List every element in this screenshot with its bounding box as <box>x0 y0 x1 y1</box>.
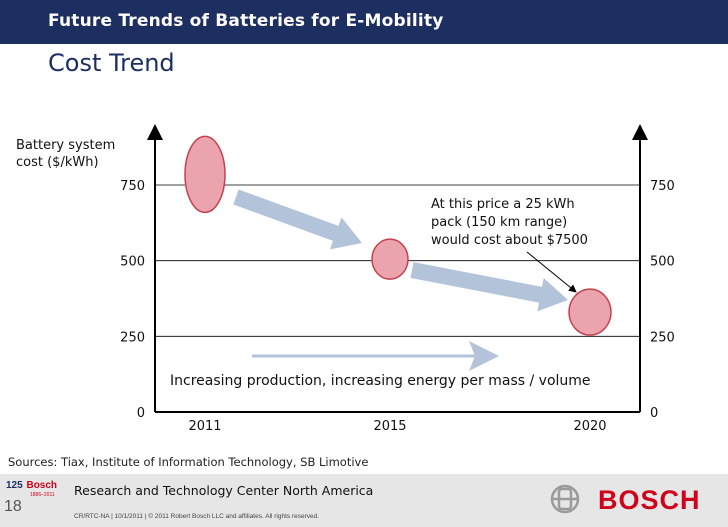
logo-number: 125 <box>6 480 23 491</box>
page-number: 18 <box>4 498 22 515</box>
y-tick-left-500: 500 <box>120 255 145 270</box>
y-tick-right-750: 750 <box>650 179 675 194</box>
bosch-logo: BOSCH <box>598 485 701 515</box>
bosch-armature-icon <box>550 484 580 514</box>
trend-arrow-2011-2015 <box>233 189 362 250</box>
sources-note: Sources: Tiax, Institute of Information … <box>8 455 369 469</box>
y-tick-left-250: 250 <box>120 330 145 345</box>
logo-years: 1886–2011 <box>30 492 55 498</box>
logo-brand: Bosch <box>26 480 58 491</box>
footer: 125 Bosch 1886–2011 18 Research and Tech… <box>0 474 728 527</box>
x-tick-2011: 2011 <box>188 419 221 434</box>
trend-arrow-2015-2020 <box>410 262 568 312</box>
data-point-2011 <box>184 135 226 214</box>
annotation-pointer <box>526 251 577 293</box>
trend-label: Increasing production, increasing energy… <box>170 373 591 389</box>
y-axis-label-line1: Battery system <box>16 138 115 153</box>
annotation-line3: would cost about $7500 <box>431 233 588 248</box>
annotation-line1: At this price a 25 kWh <box>431 197 575 212</box>
x-tick-labels: 2011 2015 2020 <box>188 419 606 434</box>
y-tick-labels-right: 0 250 500 750 <box>650 179 675 421</box>
department-name: Research and Technology Center North Ame… <box>74 483 374 498</box>
trend-arrows <box>233 189 568 312</box>
copyright-note: CR/RTC-NA | 10/1/2011 | © 2011 Robert Bo… <box>74 513 320 520</box>
y-tick-right-0: 0 <box>650 406 658 421</box>
y-tick-right-250: 250 <box>650 330 675 345</box>
y-tick-labels-left: 0 250 500 750 <box>120 179 145 421</box>
x-tick-2020: 2020 <box>573 419 606 434</box>
y-tick-left-0: 0 <box>137 406 145 421</box>
header-bar: Future Trends of Batteries for E-Mobilit… <box>0 0 728 44</box>
data-point-2015 <box>371 238 409 280</box>
anniversary-logo: 125 Bosch 1886–2011 <box>6 480 58 498</box>
annotation-line2: pack (150 km range) <box>431 215 567 230</box>
x-tick-2015: 2015 <box>373 419 406 434</box>
slide-title: Cost Trend <box>48 49 175 77</box>
data-point-2020 <box>568 288 612 336</box>
header-title: Future Trends of Batteries for E-Mobilit… <box>48 11 444 31</box>
y-tick-right-500: 500 <box>650 255 675 270</box>
y-tick-left-750: 750 <box>120 179 145 194</box>
y-axis-label-line2: cost ($/kWh) <box>16 155 99 170</box>
data-markers <box>184 135 612 336</box>
